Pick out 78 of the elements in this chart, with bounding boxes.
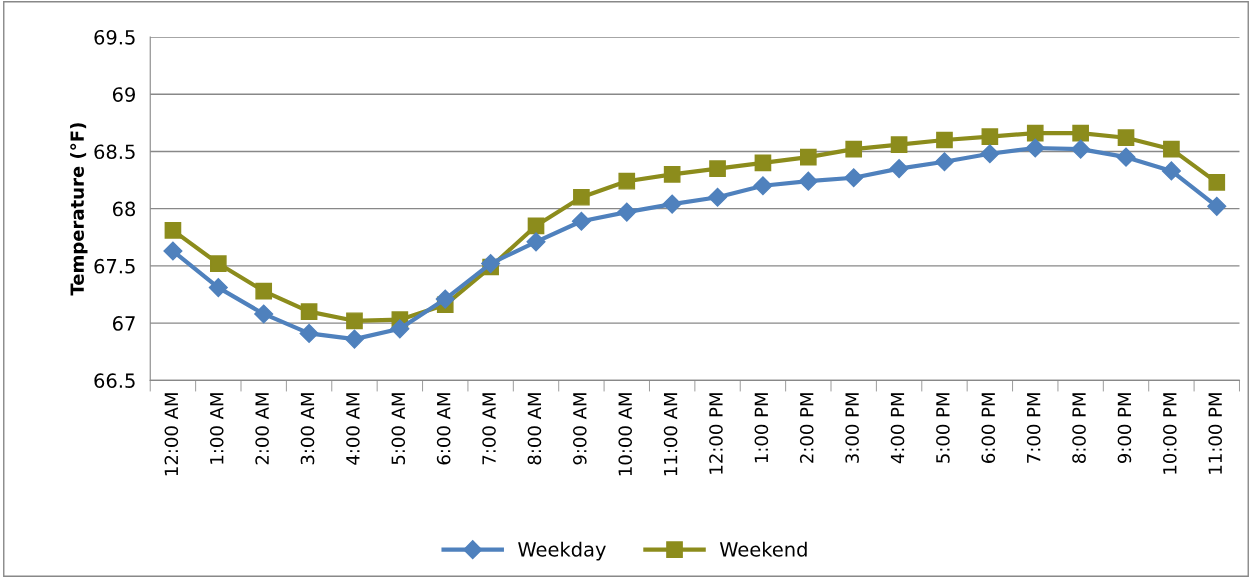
point (209, 255, 227, 272)
point (1117, 129, 1135, 147)
x-tick-label: 9:00 AM (572, 393, 587, 465)
x-tick-label: 2:00 AM (255, 393, 269, 465)
point (1116, 147, 1136, 167)
point (708, 187, 728, 207)
point (1071, 139, 1091, 159)
x-tick-label: 9:00 PM (1117, 393, 1132, 464)
x-tick-label: 11:00 AM (663, 393, 678, 476)
point (799, 148, 817, 166)
x-tick-label: 5:00 PM (936, 393, 950, 463)
point (254, 304, 274, 324)
x-tick-label: 10:00 PM (1162, 393, 1177, 474)
y-tick-label: 67.5 (94, 258, 135, 274)
point (390, 319, 410, 339)
x-tick-label: 1:00 AM (209, 393, 224, 464)
x-tick-label: 2:00 PM (799, 393, 814, 463)
legend-label: Weekday (518, 541, 606, 561)
x-tick-label: 12:00 AM (164, 393, 179, 476)
x-tick-label: 4:00 AM (346, 393, 360, 465)
y-tick-label: 68.5 (94, 144, 135, 160)
point (571, 211, 591, 231)
point (527, 217, 545, 235)
x-tick-label: 1:00 PM (754, 393, 769, 463)
y-tick-label: 68 (112, 201, 136, 217)
point (435, 289, 455, 309)
point (163, 241, 183, 261)
point (981, 128, 999, 145)
point (1161, 161, 1181, 181)
point (344, 329, 365, 349)
point (753, 176, 773, 196)
point (618, 172, 636, 190)
x-tick-label: 3:00 PM (845, 393, 859, 463)
y-tick-label: 69.5 (94, 29, 135, 45)
x-tick-label: 7:00 AM (482, 393, 496, 465)
x-tick-label: 8:00 PM (1072, 393, 1086, 463)
point (798, 171, 818, 191)
point (709, 160, 726, 177)
x-tick-label: 4:00 PM (890, 393, 905, 464)
x-tick-label: 5:00 AM (391, 393, 406, 465)
point (255, 282, 273, 300)
point (663, 165, 681, 183)
point (299, 323, 319, 343)
point (662, 194, 682, 214)
y-tick-label: 66.5 (94, 373, 135, 388)
point (300, 303, 318, 320)
point (980, 144, 1000, 164)
x-tick-label: 6:00 AM (436, 393, 451, 465)
point (1026, 124, 1044, 142)
point (936, 131, 953, 149)
point (1163, 140, 1180, 158)
point (617, 202, 637, 222)
x-tick-label: 3:00 AM (300, 393, 315, 465)
x-tick-label: 11:00 PM (1208, 393, 1223, 474)
point (164, 222, 182, 239)
y-axis-title: Temperature (°F) (70, 123, 88, 296)
point (208, 278, 228, 298)
point (934, 152, 955, 172)
point (1208, 174, 1226, 191)
point (845, 140, 863, 158)
x-tick-label: 10:00 AM (618, 393, 633, 476)
point (754, 154, 772, 172)
x-tick-label: 6:00 PM (981, 393, 996, 463)
point (844, 168, 864, 188)
point (573, 188, 590, 206)
x-tick-label: 12:00 PM (709, 393, 723, 474)
point (889, 159, 909, 179)
point (346, 312, 363, 330)
legend-label: Weekend (719, 541, 807, 557)
point (1207, 196, 1227, 216)
point (890, 136, 908, 153)
point (526, 232, 546, 252)
x-tick-label: 8:00 AM (527, 393, 542, 465)
point (1025, 138, 1045, 158)
x-tick-label: 7:00 PM (1026, 393, 1041, 463)
y-tick-label: 69 (112, 87, 135, 102)
y-tick-label: 67 (112, 316, 135, 331)
point (1072, 124, 1089, 142)
